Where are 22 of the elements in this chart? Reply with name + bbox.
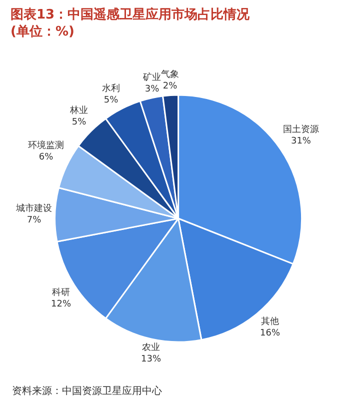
data-label: 6% (38, 152, 54, 163)
slice-label: 其他 (261, 316, 280, 327)
data-label: 3% (144, 84, 160, 95)
data-label: 31% (290, 136, 312, 147)
slice-label: 水利 (102, 83, 120, 94)
text: 资料来源：中国资源卫星应用中心 (12, 385, 162, 397)
data-label: 5% (72, 118, 87, 128)
chart-title: 图表13：中国遥感卫星应用市场占比情况 (单位：%) (10, 6, 251, 40)
slice-label: 林业 (69, 105, 88, 116)
data-label: 12% (51, 300, 72, 310)
slice-label: 环境监测 (28, 140, 64, 151)
slice-label: 城市建设 (15, 203, 52, 214)
data-label: 5% (104, 96, 119, 106)
slice-label: 国土资源 (283, 124, 319, 135)
data-label: 13% (141, 354, 162, 365)
data-label: 2% (162, 82, 178, 92)
slice-label: 科研 (52, 287, 70, 298)
data-label: 7% (26, 216, 42, 226)
data-label: 16% (260, 328, 280, 339)
slice-label: 农业 (142, 342, 160, 353)
slice-label: 气象 (161, 69, 179, 80)
slice-label: 矿业 (142, 72, 161, 83)
